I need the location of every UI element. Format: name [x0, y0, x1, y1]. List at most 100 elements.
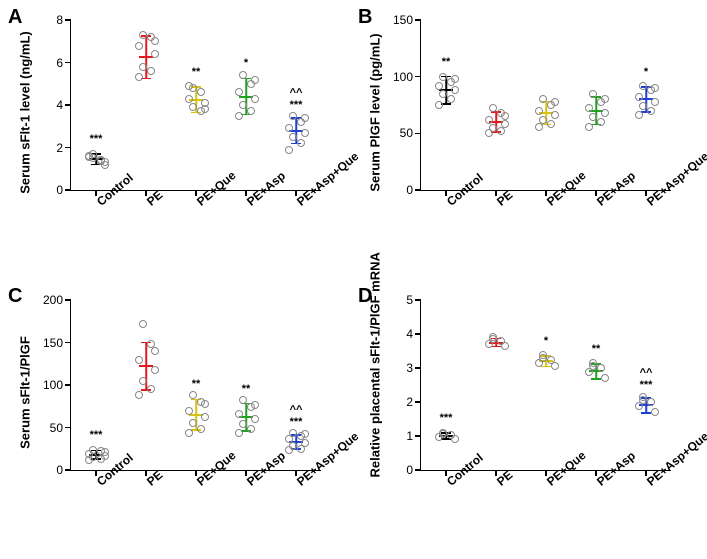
- data-point: [647, 107, 655, 115]
- data-point: [601, 95, 609, 103]
- significance-star: ***: [440, 413, 453, 424]
- data-point: [439, 90, 447, 98]
- data-point: [251, 401, 259, 409]
- data-point: [489, 335, 497, 343]
- data-point: [635, 93, 643, 101]
- ytick: [65, 19, 71, 21]
- data-point: [285, 146, 293, 154]
- ytick: [65, 342, 71, 344]
- data-point: [485, 129, 493, 137]
- plot-area-A: 02468Control***PEPE+Que**PE+Asp*PE+Asp+Q…: [70, 20, 321, 191]
- xtick-label: PE+Que: [194, 168, 239, 209]
- panel-letter-A: A: [8, 6, 22, 29]
- ytick-label: 0: [406, 183, 413, 197]
- ytick-label: 50: [400, 126, 413, 140]
- ytick: [415, 133, 421, 135]
- significance-star: **: [192, 67, 201, 78]
- data-point: [289, 112, 297, 120]
- ytick: [415, 435, 421, 437]
- ytick: [415, 19, 421, 21]
- data-point: [639, 102, 647, 110]
- data-point: [447, 95, 455, 103]
- data-point: [247, 107, 255, 115]
- plot-area-B: 050100150Control**PEPE+QuePE+AspPE+Asp+Q…: [420, 20, 671, 191]
- data-point: [151, 50, 159, 58]
- data-point: [139, 320, 147, 328]
- ylabel-B: Serum PlGF level (pg/mL): [368, 28, 383, 198]
- xtick-label: PE: [494, 468, 515, 489]
- data-point: [239, 71, 247, 79]
- plot-area-D: 012345Control***PEPE+Que*PE+Asp**PE+Asp+…: [420, 300, 671, 471]
- data-point: [239, 101, 247, 109]
- ytick-label: 5: [406, 293, 413, 307]
- ytick: [415, 469, 421, 471]
- data-point: [551, 111, 559, 119]
- ytick: [65, 427, 71, 429]
- data-point: [185, 82, 193, 90]
- data-point: [251, 95, 259, 103]
- xtick-label: PE: [144, 188, 165, 209]
- data-point: [285, 446, 293, 454]
- data-point: [551, 98, 559, 106]
- data-point: [451, 435, 459, 443]
- ytick-label: 100: [43, 378, 63, 392]
- ytick-label: 3: [406, 361, 413, 375]
- significance-star: *: [244, 58, 248, 69]
- ytick: [415, 367, 421, 369]
- data-point: [589, 90, 597, 98]
- data-point: [185, 429, 193, 437]
- data-point: [135, 391, 143, 399]
- xtick-label: PE+Asp: [244, 169, 288, 209]
- ytick-label: 50: [50, 421, 63, 435]
- significance-star: **: [242, 384, 251, 395]
- ytick-label: 1: [406, 429, 413, 443]
- data-point: [435, 82, 443, 90]
- ytick-label: 8: [56, 13, 63, 27]
- error-cap: [491, 346, 501, 348]
- figure: A02468Control***PEPE+Que**PE+Asp*PE+Asp+…: [0, 0, 707, 559]
- data-point: [151, 347, 159, 355]
- ytick: [65, 104, 71, 106]
- data-point: [85, 153, 93, 161]
- xtick-label: PE+Asp+Que: [294, 149, 361, 209]
- data-point: [151, 366, 159, 374]
- data-point: [451, 75, 459, 83]
- ytick: [415, 76, 421, 78]
- data-point: [289, 133, 297, 141]
- data-point: [185, 95, 193, 103]
- xtick-label: PE+Asp: [594, 169, 638, 209]
- data-point: [185, 407, 193, 415]
- data-point: [597, 364, 605, 372]
- data-point: [235, 112, 243, 120]
- ytick: [415, 333, 421, 335]
- ytick-label: 0: [56, 463, 63, 477]
- ylabel-C: Serum sFlt-1/PlGF: [18, 308, 33, 478]
- data-point: [139, 377, 147, 385]
- significance-star: ***: [90, 430, 103, 441]
- data-point: [297, 445, 305, 453]
- data-point: [485, 116, 493, 124]
- data-point: [239, 420, 247, 428]
- data-point: [647, 398, 655, 406]
- significance-star: ***: [290, 100, 303, 111]
- data-point: [301, 114, 309, 122]
- data-point: [147, 67, 155, 75]
- ytick-label: 2: [56, 141, 63, 155]
- data-point: [539, 354, 547, 362]
- ytick: [65, 469, 71, 471]
- ytick-label: 6: [56, 56, 63, 70]
- data-point: [201, 400, 209, 408]
- data-point: [639, 82, 647, 90]
- xtick-label: PE+Asp: [594, 449, 638, 489]
- data-point: [497, 127, 505, 135]
- data-point: [489, 104, 497, 112]
- data-point: [139, 63, 147, 71]
- xtick-label: PE+Asp+Que: [644, 429, 707, 489]
- error-cap: [641, 412, 651, 414]
- ytick-label: 150: [43, 336, 63, 350]
- data-point: [235, 429, 243, 437]
- ytick-label: 4: [406, 327, 413, 341]
- data-point: [501, 112, 509, 120]
- significance-star: *: [544, 336, 548, 347]
- xtick-label: PE+Que: [544, 168, 589, 209]
